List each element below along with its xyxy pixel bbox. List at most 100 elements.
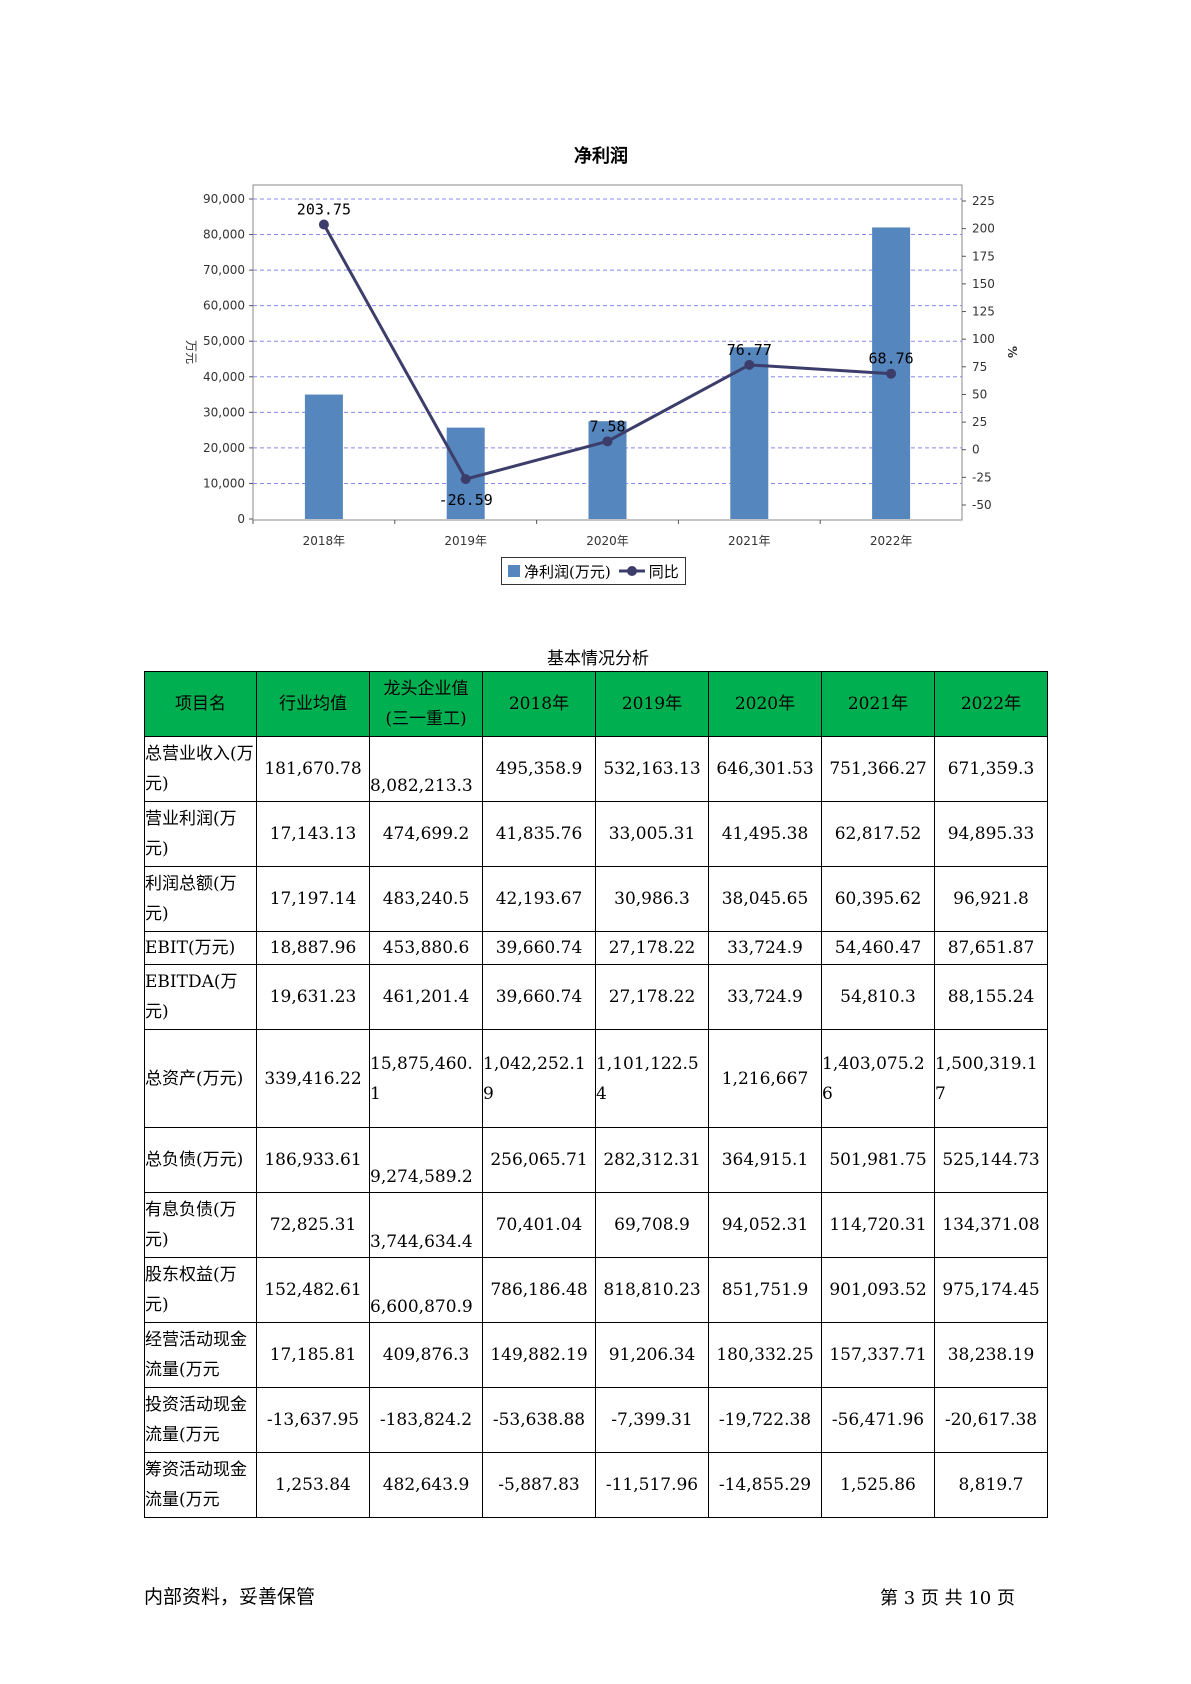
table-row: EBIT(万元) 18,887.96 453,880.6 39,660.74 27,17…	[144, 931, 1048, 965]
value-cell: 256,065.71	[482, 1127, 596, 1193]
value-cell: 8,082,213.3	[369, 736, 483, 802]
y-tick-label: 80,000	[203, 228, 245, 242]
value-cell: 33,724.9	[708, 964, 822, 1030]
y-tick-label: 0	[237, 512, 245, 526]
legend-item-bar: 净利润(万元)	[508, 561, 611, 582]
line-point	[318, 219, 329, 230]
value-cell: 72,825.31	[256, 1192, 370, 1258]
value-cell: 818,810.23	[595, 1257, 709, 1323]
y-axis-label: 万元	[184, 340, 198, 364]
y2-tick-label: -25	[972, 470, 992, 484]
value-cell: 41,835.76	[482, 801, 596, 867]
value-cell: 18,887.96	[256, 931, 370, 965]
value-cell: 409,876.3	[369, 1322, 483, 1388]
table-row: 营业利润(万元) 17,143.13 474,699.2 41,835.76 33,00…	[144, 801, 1048, 867]
value-cell: 525,144.73	[934, 1127, 1048, 1193]
value-cell: 42,193.67	[482, 866, 596, 932]
y2-tick-label: 75	[972, 360, 987, 374]
value-cell: -5,887.83	[482, 1452, 596, 1518]
value-cell: 474,699.2	[369, 801, 483, 867]
page-number: 第 3 页 共 10 页	[880, 1588, 1015, 1609]
y-tick-label: 20,000	[203, 441, 245, 455]
value-cell: 27,178.22	[595, 964, 709, 1030]
y2-tick-label: 50	[972, 387, 987, 401]
legend-label-bar: 净利润(万元)	[524, 562, 611, 581]
row-name-cell: EBITDA(万元)	[144, 964, 257, 1030]
row-name-cell: 总资产(万元)	[144, 1029, 257, 1128]
net-profit-chart: 净利润 0 10,000 20,000 30,000 40,000 50,000 60,000…	[0, 0, 1191, 600]
table-row: 投资活动现金流量(万元 -13,637.95 -183,824.2 -53,638.8…	[144, 1387, 1048, 1453]
row-name-cell: 利润总额(万元)	[144, 866, 257, 932]
y2-tick-label: 225	[972, 194, 995, 208]
line-point	[602, 436, 613, 447]
value-cell: 751,366.27	[821, 736, 935, 802]
y2-tick-label: 0	[972, 443, 980, 457]
value-cell: 1,500,319.17	[934, 1029, 1048, 1128]
value-cell: 30,986.3	[595, 866, 709, 932]
value-cell: 39,660.74	[482, 964, 596, 1030]
table-row: 股东权益(万元) 152,482.61 6,600,870.9 786,186.48 8…	[144, 1257, 1048, 1323]
value-cell: 186,933.61	[256, 1127, 370, 1193]
value-cell: -20,617.38	[934, 1387, 1048, 1453]
y2-tick-label: 175	[972, 249, 995, 263]
value-cell: 975,174.45	[934, 1257, 1048, 1323]
x-tick-label: 2019年	[444, 534, 487, 548]
legend-label-line: 同比	[648, 562, 679, 581]
y2-axis-label: %	[1005, 346, 1019, 358]
value-cell: 38,045.65	[708, 866, 822, 932]
value-cell: 1,253.84	[256, 1452, 370, 1518]
chart-svg: 净利润 0 10,000 20,000 30,000 40,000 50,000 60,000…	[184, 145, 1019, 548]
value-cell: 33,005.31	[595, 801, 709, 867]
table-row: 有息负债(万元) 72,825.31 3,744,634.4 70,401.04 69,…	[144, 1192, 1048, 1258]
table-row: 总营业收入(万元) 181,670.78 8,082,213.3 495,358.9 5…	[144, 736, 1048, 802]
value-cell: -11,517.96	[595, 1452, 709, 1518]
value-cell: 1,042,252.19	[482, 1029, 596, 1128]
value-cell: 1,403,075.26	[821, 1029, 935, 1128]
header-cell: 项目名	[144, 671, 257, 737]
value-cell: -13,637.95	[256, 1387, 370, 1453]
value-cell: -56,471.96	[821, 1387, 935, 1453]
bar	[446, 427, 485, 519]
bar	[304, 394, 343, 519]
value-cell: 38,238.19	[934, 1322, 1048, 1388]
value-cell: 54,460.47	[821, 931, 935, 965]
bar	[588, 421, 627, 519]
line-point	[886, 368, 897, 379]
line-data-label: -26.59	[439, 491, 493, 509]
header-cell: 龙头企业值(三一重工)	[369, 671, 483, 737]
value-cell: 180,332.25	[708, 1322, 822, 1388]
table-row: 利润总额(万元) 17,197.14 483,240.5 42,193.67 30,98…	[144, 866, 1048, 932]
row-name-cell: 总负债(万元)	[144, 1127, 257, 1193]
value-cell: 9,274,589.2	[369, 1127, 483, 1193]
value-cell: -19,722.38	[708, 1387, 822, 1453]
row-name-cell: 总营业收入(万元)	[144, 736, 257, 802]
value-cell: 461,201.4	[369, 964, 483, 1030]
value-cell: 6,600,870.9	[369, 1257, 483, 1323]
y-tick-label: 60,000	[203, 299, 245, 313]
value-cell: -7,399.31	[595, 1387, 709, 1453]
x-tick-label: 2020年	[586, 534, 629, 548]
value-cell: 69,708.9	[595, 1192, 709, 1258]
value-cell: 1,525.86	[821, 1452, 935, 1518]
row-name-cell: 有息负债(万元)	[144, 1192, 257, 1258]
value-cell: 483,240.5	[369, 866, 483, 932]
value-cell: 786,186.48	[482, 1257, 596, 1323]
y2-tick-label: 25	[972, 415, 987, 429]
value-cell: 17,197.14	[256, 866, 370, 932]
y-tick-label: 10,000	[203, 476, 245, 490]
value-cell: 88,155.24	[934, 964, 1048, 1030]
legend-item-line: 同比	[618, 561, 679, 582]
line-point	[460, 474, 471, 485]
value-cell: 62,817.52	[821, 801, 935, 867]
value-cell: 8,819.7	[934, 1452, 1048, 1518]
y-tick-label: 40,000	[203, 370, 245, 384]
table-caption: 基本情况分析	[547, 649, 649, 669]
table-row: 总负债(万元) 186,933.61 9,274,589.2 256,065.71 28…	[144, 1127, 1048, 1193]
value-cell: 671,359.3	[934, 736, 1048, 802]
value-cell: 70,401.04	[482, 1192, 596, 1258]
y2-tick-label: 125	[972, 305, 995, 319]
value-cell: 94,052.31	[708, 1192, 822, 1258]
value-cell: 60,395.62	[821, 866, 935, 932]
y-tick-label: 50,000	[203, 334, 245, 348]
row-name-cell: 股东权益(万元)	[144, 1257, 257, 1323]
